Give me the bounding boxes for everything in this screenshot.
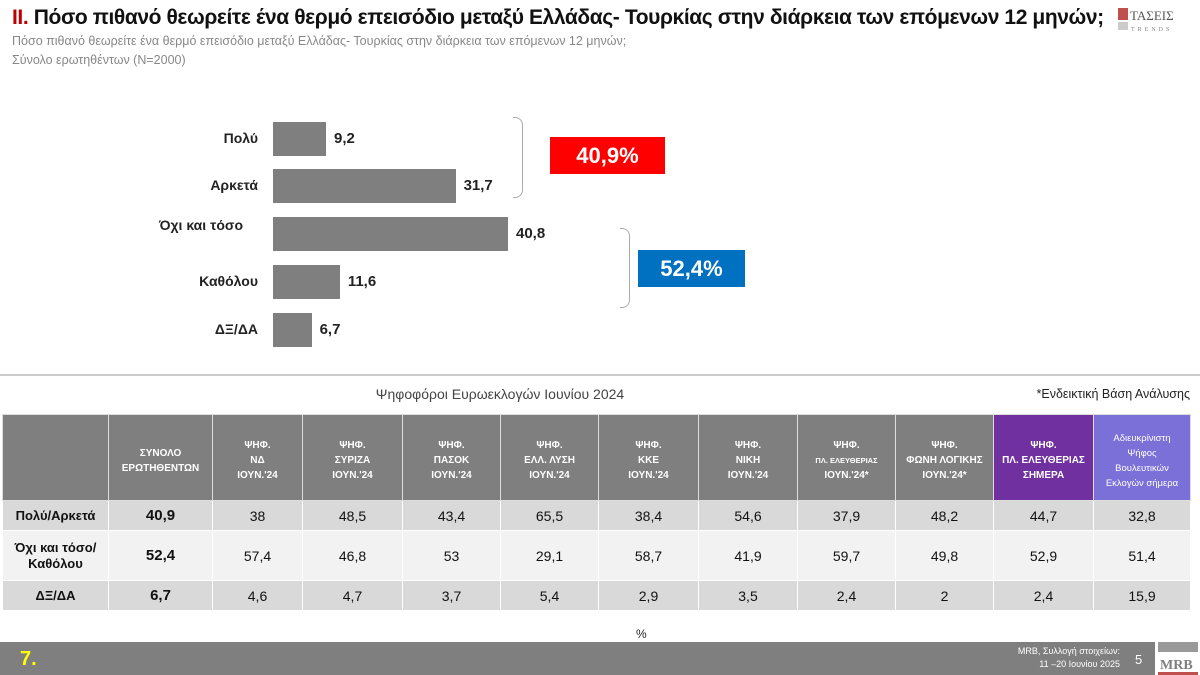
column-header: ΨΗΦ. ΦΩΝΗ ΛΟΓΙΚΗΣ ΙΟΥΝ.'24* (895, 414, 994, 501)
footer-bar (0, 642, 1155, 675)
table-cell: 41,9 (698, 530, 798, 581)
results-table: ΣΥΝΟΛΟ ΕΡΩΤΗΘΕΝΤΩΝ ΨΗΦ. ΝΔ ΙΟΥΝ.'24 ΨΗΦ. ΣΥΡΙΖ… (2, 414, 1191, 611)
category-label: ΔΞ/ΔΑ (214, 321, 258, 337)
subtitle: Πόσο πιθανό θεωρείτε ένα θερμό επεισόδιο… (12, 34, 627, 48)
table-cell: 4,6 (212, 580, 303, 611)
divider (0, 374, 1200, 376)
svg-text:MRB: MRB (1160, 658, 1193, 673)
table-cell: 2 (895, 580, 994, 611)
table-cell: 40,9 (108, 500, 213, 531)
table-cell: 15,9 (1093, 580, 1191, 611)
column-header: ΨΗΦ. ΠΛ. ΕΛΕΥΘΕΡΙΑΣ ΣΗΜΕΡΑ (993, 414, 1094, 501)
page-label: 7. (20, 648, 37, 670)
column-header: ΨΗΦ. ΚΚΕ ΙΟΥΝ.'24 (598, 414, 699, 501)
value-label: 31,7 (463, 177, 493, 194)
group-bracket (513, 117, 523, 198)
table-cell: 3,5 (698, 580, 798, 611)
row-label: Όχι και τόσο/Καθόλου (2, 530, 109, 581)
unit-label: % (636, 627, 647, 641)
row-label: ΔΞ/ΔΑ (2, 580, 109, 611)
table-cell: 6,7 (108, 580, 213, 611)
column-header: ΨΗΦ. ΝΙΚΗ ΙΟΥΝ.'24 (698, 414, 798, 501)
table-cell: 4,7 (302, 580, 403, 611)
value-label: 11,6 (347, 273, 377, 290)
category-label: Όχι και τόσο (158, 217, 243, 233)
table-row: Όχι και τόσο/Καθόλου 52,4 57,4 46,8 53 29,1 58… (2, 530, 1191, 581)
slide-number: 5 (1135, 652, 1143, 667)
bar (273, 313, 312, 347)
table-cell: 51,4 (1093, 530, 1191, 581)
row-label: Πολύ/Αρκετά (2, 500, 109, 531)
table-cell: 2,4 (993, 580, 1094, 611)
svg-text:ΤΑΣΕΙΣ: ΤΑΣΕΙΣ (1130, 8, 1174, 23)
table-cell: 37,9 (797, 500, 896, 531)
table-note: *Ενδεικτική Βάση Ανάλυσης (1036, 387, 1190, 401)
table-cell: 38,4 (598, 500, 699, 531)
mrb-logo: MRB (1158, 642, 1198, 675)
table-cell: 32,8 (1093, 500, 1191, 531)
table-cell: 48,2 (895, 500, 994, 531)
table-cell: 59,7 (797, 530, 896, 581)
table-cell: 29,1 (500, 530, 599, 581)
table-row: Πολύ/Αρκετά 40,9 38 48,5 43,4 65,5 38,4 54,6 37,… (2, 500, 1191, 531)
table-row: ΔΞ/ΔΑ 6,7 4,6 4,7 3,7 5,4 2,9 3,5 2,4 2 2,4 15,9 (2, 580, 1191, 611)
table-cell: 65,5 (500, 500, 599, 531)
taseis-logo: ΤΑΣΕΙΣ TRENDS (1118, 8, 1174, 33)
value-label: 40,8 (516, 225, 546, 242)
bar (273, 265, 340, 299)
column-header (2, 414, 109, 501)
table-cell: 44,7 (993, 500, 1094, 531)
table-cell: 3,7 (402, 580, 501, 611)
table-cell: 46,8 (302, 530, 403, 581)
table-cell: 49,8 (895, 530, 994, 581)
table-cell: 52,4 (108, 530, 213, 581)
table-cell: 43,4 (402, 500, 501, 531)
column-header: ΨΗΦ. ΝΔ ΙΟΥΝ.'24 (212, 414, 303, 501)
column-header: ΨΗΦ. ΠΛ. ΕΛΕΥΘΕΡΙΑΣ ΙΟΥΝ.'24* (797, 414, 896, 501)
column-header: ΨΗΦ. ΕΛΛ. ΛΥΣΗ ΙΟΥΝ.'24 (500, 414, 599, 501)
table-cell: 2,4 (797, 580, 896, 611)
table-cell: 2,9 (598, 580, 699, 611)
value-label: 6,7 (319, 321, 341, 338)
table-cell: 38 (212, 500, 303, 531)
table-cell: 57,4 (212, 530, 303, 581)
value-label: 9,2 (333, 130, 355, 147)
table-cell: 52,9 (993, 530, 1094, 581)
group-bracket (620, 228, 630, 308)
group-total-badge: 52,4% (638, 250, 745, 287)
column-header: Αδιευκρίνιστη Ψήφος Βουλευτικών Εκλογών σήμ… (1093, 414, 1191, 501)
table-cell: 5,4 (500, 580, 599, 611)
bar (273, 169, 456, 203)
category-label: Καθόλου (199, 273, 258, 289)
column-header: ΣΥΝΟΛΟ ΕΡΩΤΗΘΕΝΤΩΝ (108, 414, 213, 501)
table-cell: 48,5 (302, 500, 403, 531)
table-cell: 58,7 (598, 530, 699, 581)
bar (273, 217, 508, 251)
column-header: ΨΗΦ. ΣΥΡΙΖΑ ΙΟΥΝ.'24 (302, 414, 403, 501)
table-title: Ψηφοφόροι Ευρωεκλογών Ιουνίου 2024 (375, 386, 625, 402)
table-cell: 53 (402, 530, 501, 581)
table-cell: 54,6 (698, 500, 798, 531)
bar (273, 122, 326, 156)
base-note: Σύνολο ερωτηθέντων (N=2000) (12, 53, 186, 67)
column-header: ΨΗΦ. ΠΑΣΟΚ ΙΟΥΝ.'24 (402, 414, 501, 501)
category-label: Πολύ (223, 130, 258, 146)
group-total-badge: 40,9% (550, 137, 665, 174)
category-label: Αρκετά (210, 177, 258, 193)
page-title: II. Πόσο πιθανό θεωρείτε ένα θερμό επεισ… (12, 6, 1104, 29)
svg-text:TRENDS: TRENDS (1131, 27, 1172, 33)
source-note: MRB, Συλλογή στοιχείων: 11 –20 Ιουνίου 20… (1017, 646, 1120, 669)
